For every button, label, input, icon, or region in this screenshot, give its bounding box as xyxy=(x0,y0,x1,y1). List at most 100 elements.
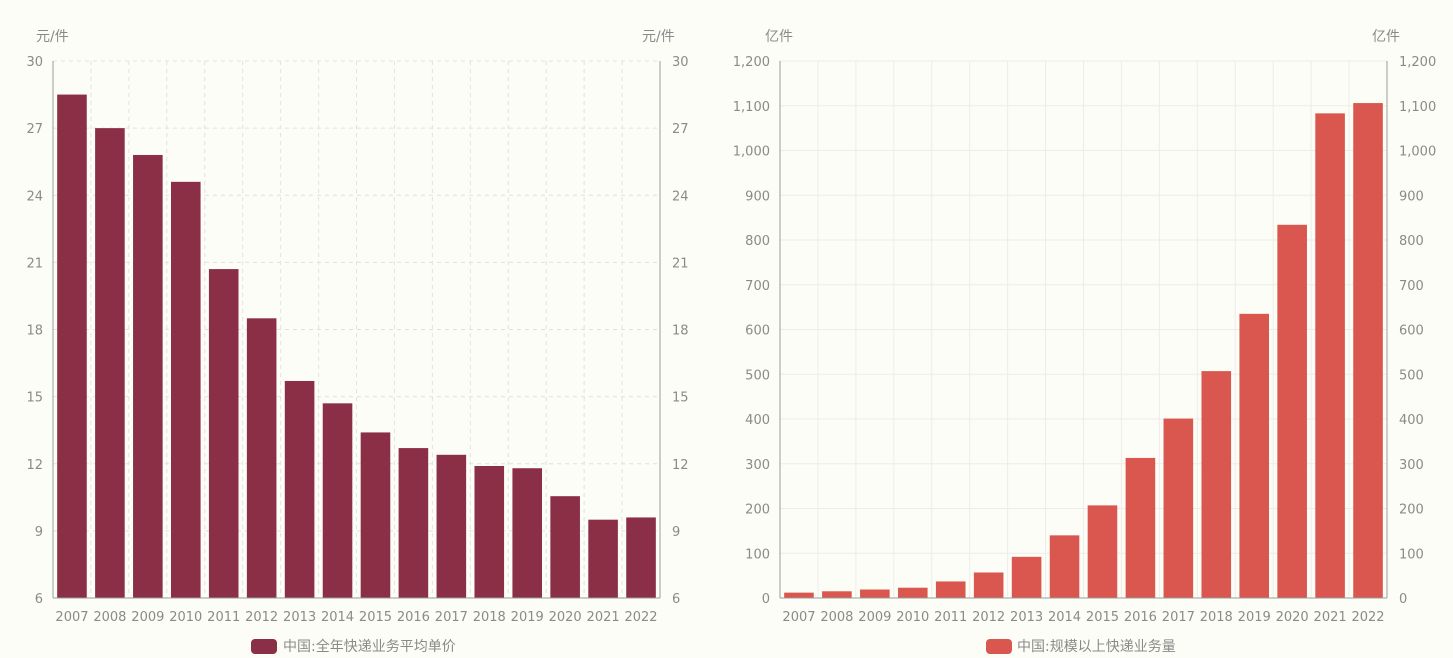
x-tick-label: 2013 xyxy=(283,610,316,625)
y-tick-label-right: 0 xyxy=(1399,592,1407,607)
x-tick-label: 2021 xyxy=(587,610,620,625)
y-tick-label-left: 9 xyxy=(35,525,43,540)
bar-2010[interactable] xyxy=(897,587,928,598)
x-tick-label: 2012 xyxy=(972,610,1005,625)
x-tick-label: 2019 xyxy=(1238,610,1271,625)
x-tick-label: 2008 xyxy=(93,610,126,625)
bar-2016[interactable] xyxy=(398,448,429,598)
x-tick-label: 2011 xyxy=(934,610,967,625)
y-tick-label-left: 700 xyxy=(745,279,770,294)
y-tick-label-right: 200 xyxy=(1399,503,1424,518)
bar-2018[interactable] xyxy=(1201,371,1232,598)
y-tick-label-right: 100 xyxy=(1399,547,1424,562)
y-tick-label-left: 1,000 xyxy=(733,145,770,160)
x-tick-label: 2020 xyxy=(549,610,582,625)
x-tick-label: 2016 xyxy=(397,610,430,625)
bar-2018[interactable] xyxy=(474,465,505,598)
legend-label[interactable]: 中国:规模以上快递业务量 xyxy=(1017,639,1176,655)
bar-2015[interactable] xyxy=(360,432,391,598)
y-tick-label-left: 18 xyxy=(26,324,43,339)
bar-2009[interactable] xyxy=(860,589,890,598)
bar-2007[interactable] xyxy=(57,94,87,598)
legend-swatch[interactable] xyxy=(986,639,1012,654)
chart-2: 0 0 100 100 200 200 300 300 400 400 500 500 600 600 70… xyxy=(733,29,1436,655)
bar-2017[interactable] xyxy=(436,454,467,598)
y-unit-left: 亿件 xyxy=(765,29,793,45)
y-tick-label-left: 0 xyxy=(762,592,770,607)
y-tick-label-right: 900 xyxy=(1399,189,1424,204)
x-tick-label: 2021 xyxy=(1314,610,1347,625)
y-tick-label-left: 6 xyxy=(35,592,43,607)
x-tick-label: 2012 xyxy=(245,610,278,625)
y-tick-label-right: 800 xyxy=(1399,234,1424,249)
x-tick-label: 2016 xyxy=(1124,610,1157,625)
bar-2014[interactable] xyxy=(1049,535,1080,598)
y-tick-label-right: 1,200 xyxy=(1399,55,1436,70)
y-tick-label-left: 27 xyxy=(26,122,43,137)
y-tick-label-right: 9 xyxy=(672,525,680,540)
y-tick-label-right: 18 xyxy=(672,324,689,339)
bar-2015[interactable] xyxy=(1087,505,1118,598)
y-tick-label-left: 12 xyxy=(26,458,43,473)
x-tick-label: 2013 xyxy=(1010,610,1043,625)
x-tick-label: 2015 xyxy=(1086,610,1119,625)
x-tick-label: 2017 xyxy=(435,610,468,625)
y-tick-label-left: 400 xyxy=(745,413,770,428)
y-tick-label-left: 200 xyxy=(745,503,770,518)
y-tick-label-left: 30 xyxy=(26,55,43,70)
bar-2017[interactable] xyxy=(1163,418,1194,598)
y-tick-label-right: 300 xyxy=(1399,458,1424,473)
x-tick-label: 2007 xyxy=(55,610,88,625)
bar-2016[interactable] xyxy=(1125,457,1156,598)
bar-2019[interactable] xyxy=(1239,313,1270,598)
y-unit-right: 元/件 xyxy=(642,29,675,45)
bar-2008[interactable] xyxy=(822,591,852,598)
bar-2012[interactable] xyxy=(973,572,1004,598)
y-tick-label-right: 700 xyxy=(1399,279,1424,294)
y-tick-label-left: 21 xyxy=(26,256,43,271)
bar-2007[interactable] xyxy=(784,592,814,598)
x-tick-label: 2018 xyxy=(473,610,506,625)
bar-2010[interactable] xyxy=(170,181,201,598)
bar-2020[interactable] xyxy=(550,496,580,598)
bar-2012[interactable] xyxy=(246,318,277,598)
bar-2009[interactable] xyxy=(133,154,163,598)
y-tick-label-left: 900 xyxy=(745,189,770,204)
bar-2021[interactable] xyxy=(1315,113,1345,599)
chart-1: 6 6 9 9 12 12 15 15 18 18 21 21 24 24 27 27 30 30 2007 2008… xyxy=(26,29,688,655)
bar-2022[interactable] xyxy=(626,517,656,598)
x-tick-label: 2011 xyxy=(207,610,240,625)
x-tick-label: 2018 xyxy=(1200,610,1233,625)
bar-2021[interactable] xyxy=(588,519,618,598)
y-tick-label-right: 15 xyxy=(672,391,689,406)
y-tick-label-left: 1,100 xyxy=(733,100,770,115)
y-tick-label-left: 1,200 xyxy=(733,55,770,70)
bar-2011[interactable] xyxy=(208,269,239,598)
x-tick-label: 2019 xyxy=(511,610,544,625)
bar-2022[interactable] xyxy=(1353,103,1383,598)
y-tick-label-right: 27 xyxy=(672,122,689,137)
y-unit-right: 亿件 xyxy=(1372,29,1400,45)
bar-2011[interactable] xyxy=(935,581,966,598)
x-tick-label: 2010 xyxy=(896,610,929,625)
bar-2014[interactable] xyxy=(322,403,353,598)
y-tick-label-left: 600 xyxy=(745,324,770,339)
legend-label[interactable]: 中国:全年快递业务平均单价 xyxy=(283,638,456,655)
bar-2020[interactable] xyxy=(1277,224,1307,598)
legend-swatch[interactable] xyxy=(251,639,277,654)
x-tick-label: 2022 xyxy=(1351,610,1384,625)
bar-2013[interactable] xyxy=(1011,556,1042,598)
x-tick-label: 2009 xyxy=(858,610,891,625)
bar-2008[interactable] xyxy=(95,128,125,598)
y-tick-label-left: 24 xyxy=(26,189,43,204)
x-tick-label: 2007 xyxy=(782,610,815,625)
x-tick-label: 2014 xyxy=(1048,610,1081,625)
bar-2013[interactable] xyxy=(284,380,315,598)
y-tick-label-right: 1,100 xyxy=(1399,100,1436,115)
bar-2019[interactable] xyxy=(512,468,543,598)
y-tick-label-right: 400 xyxy=(1399,413,1424,428)
y-tick-label-right: 1,000 xyxy=(1399,145,1436,160)
x-tick-label: 2015 xyxy=(359,610,392,625)
x-tick-label: 2020 xyxy=(1276,610,1309,625)
y-tick-label-right: 30 xyxy=(672,55,689,70)
